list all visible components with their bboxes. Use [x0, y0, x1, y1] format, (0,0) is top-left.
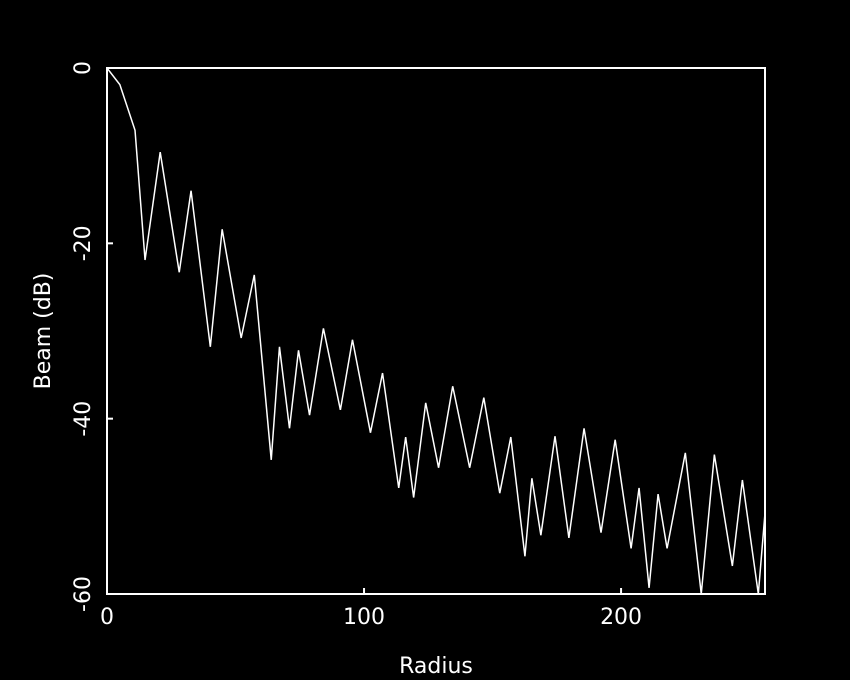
- y-axis-label: Beam (dB): [31, 273, 56, 390]
- x-axis-label: Radius: [399, 654, 473, 679]
- x-tick-label: 0: [100, 605, 114, 630]
- line: [107, 68, 765, 594]
- y-tick-label: -60: [71, 576, 96, 612]
- y-tick-label: -20: [71, 225, 96, 261]
- plot-frame: [106, 67, 766, 595]
- x-tick-label: 200: [600, 605, 642, 630]
- y-tick-label: 0: [71, 61, 96, 75]
- y-tick-label: -40: [71, 401, 96, 437]
- x-tick-label: 100: [343, 605, 385, 630]
